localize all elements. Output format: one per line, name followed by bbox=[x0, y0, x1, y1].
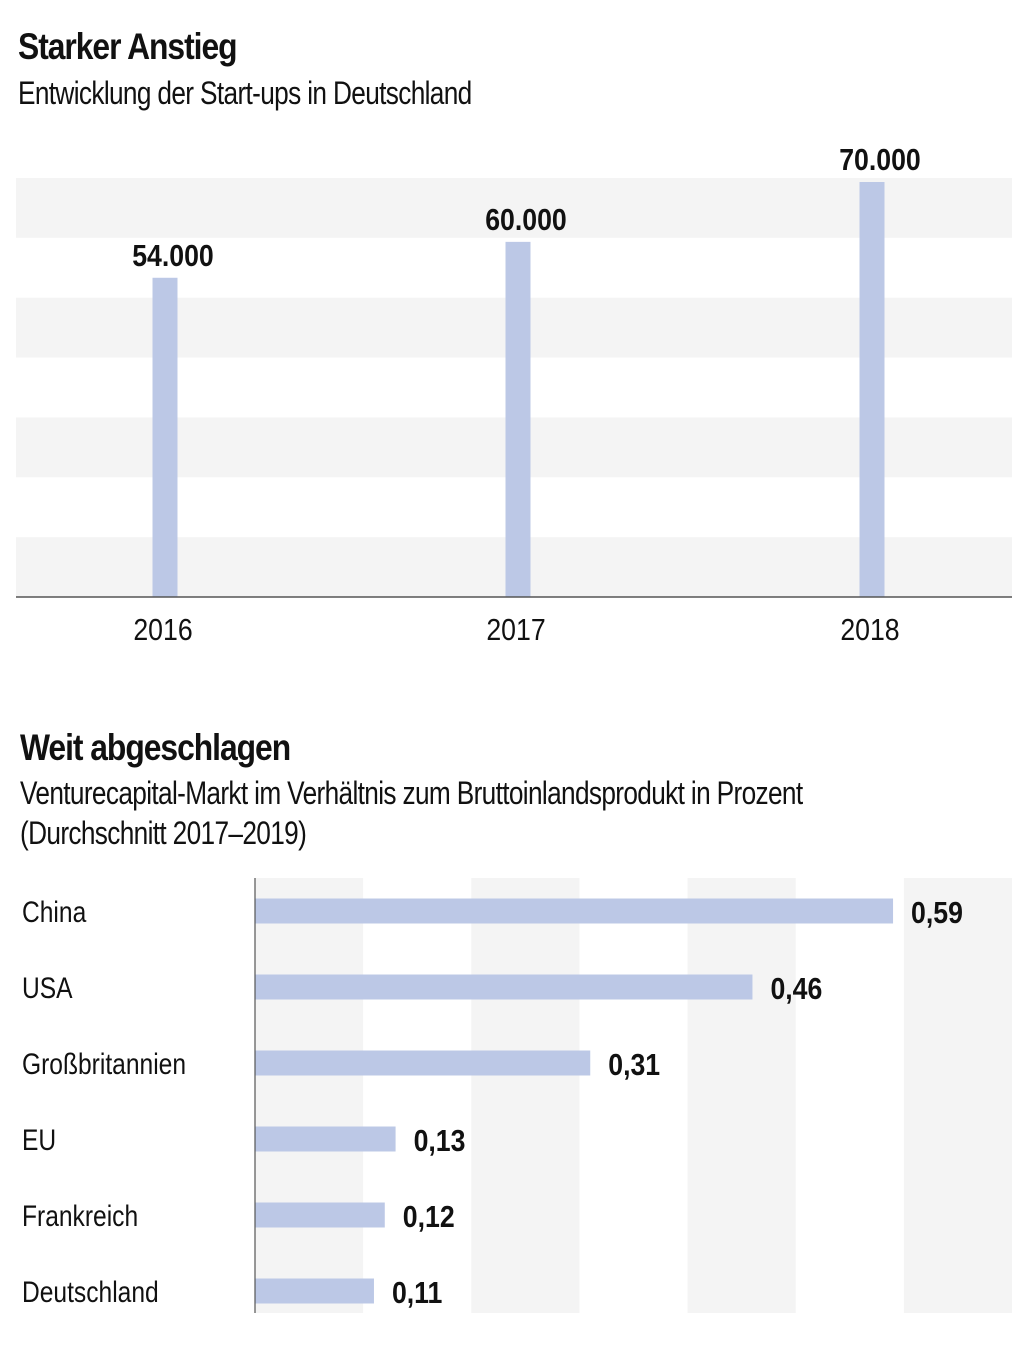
value-label: 54.000 bbox=[132, 239, 214, 273]
value-label: 0,13 bbox=[414, 1124, 466, 1158]
chart2-title: Weit abgeschlagen bbox=[20, 727, 291, 768]
x-tick-label: 2016 bbox=[133, 613, 192, 647]
category-label: China bbox=[22, 895, 87, 929]
bar-eu bbox=[255, 1126, 396, 1152]
startups-bar-chart: 54.000 60.000 70.000 2016 2017 2018 bbox=[16, 143, 1012, 648]
chart2-subtitle-line1: Venturecapital-Markt im Verhältnis zum B… bbox=[20, 775, 803, 811]
chart2-grid-bands bbox=[255, 878, 1012, 1313]
chart1-subtitle: Entwicklung der Start-ups in Deutschland bbox=[18, 75, 472, 111]
grid-band bbox=[903, 878, 1012, 1313]
value-label: 0,59 bbox=[911, 896, 963, 930]
category-label: USA bbox=[22, 971, 73, 1005]
value-label: 0,11 bbox=[392, 1276, 442, 1310]
value-label: 70.000 bbox=[839, 143, 921, 177]
chart1-title: Starker Anstieg bbox=[18, 26, 238, 67]
category-label: Großbritannien bbox=[22, 1047, 186, 1081]
x-tick-label: 2018 bbox=[840, 613, 899, 647]
value-label: 60.000 bbox=[485, 203, 567, 237]
bar-2018 bbox=[859, 182, 885, 597]
chart1-bars bbox=[152, 182, 885, 597]
bar-2016 bbox=[152, 277, 178, 597]
bar-deutschland bbox=[255, 1278, 374, 1304]
grid-band bbox=[471, 878, 580, 1313]
bar-großbritannien bbox=[255, 1050, 591, 1076]
value-label: 0,12 bbox=[403, 1200, 455, 1234]
x-tick-label: 2017 bbox=[486, 613, 545, 647]
chart2-category-labels: China USA Großbritannien EU Frankreich Deutsc… bbox=[22, 895, 186, 1309]
bar-china bbox=[255, 898, 894, 924]
category-label: EU bbox=[22, 1123, 56, 1157]
grid-band bbox=[255, 878, 364, 1313]
chart2-subtitle-line2: (Durchschnitt 2017–2019) bbox=[20, 815, 307, 851]
grid-band bbox=[687, 878, 796, 1313]
bar-frankreich bbox=[255, 1202, 385, 1228]
category-label: Deutschland bbox=[22, 1275, 159, 1309]
value-label: 0,31 bbox=[608, 1048, 660, 1082]
chart1-value-labels: 54.000 60.000 70.000 bbox=[132, 143, 921, 273]
category-label: Frankreich bbox=[22, 1199, 138, 1233]
chart2-bars bbox=[255, 898, 894, 1304]
value-label: 0,46 bbox=[770, 972, 822, 1006]
chart2-value-labels: 0,59 0,46 0,31 0,13 0,12 0,11 bbox=[392, 896, 963, 1310]
bar-2017 bbox=[505, 241, 531, 597]
chart1-x-tick-labels: 2016 2017 2018 bbox=[133, 613, 899, 647]
bar-usa bbox=[255, 974, 753, 1000]
grid-band bbox=[16, 178, 1012, 238]
